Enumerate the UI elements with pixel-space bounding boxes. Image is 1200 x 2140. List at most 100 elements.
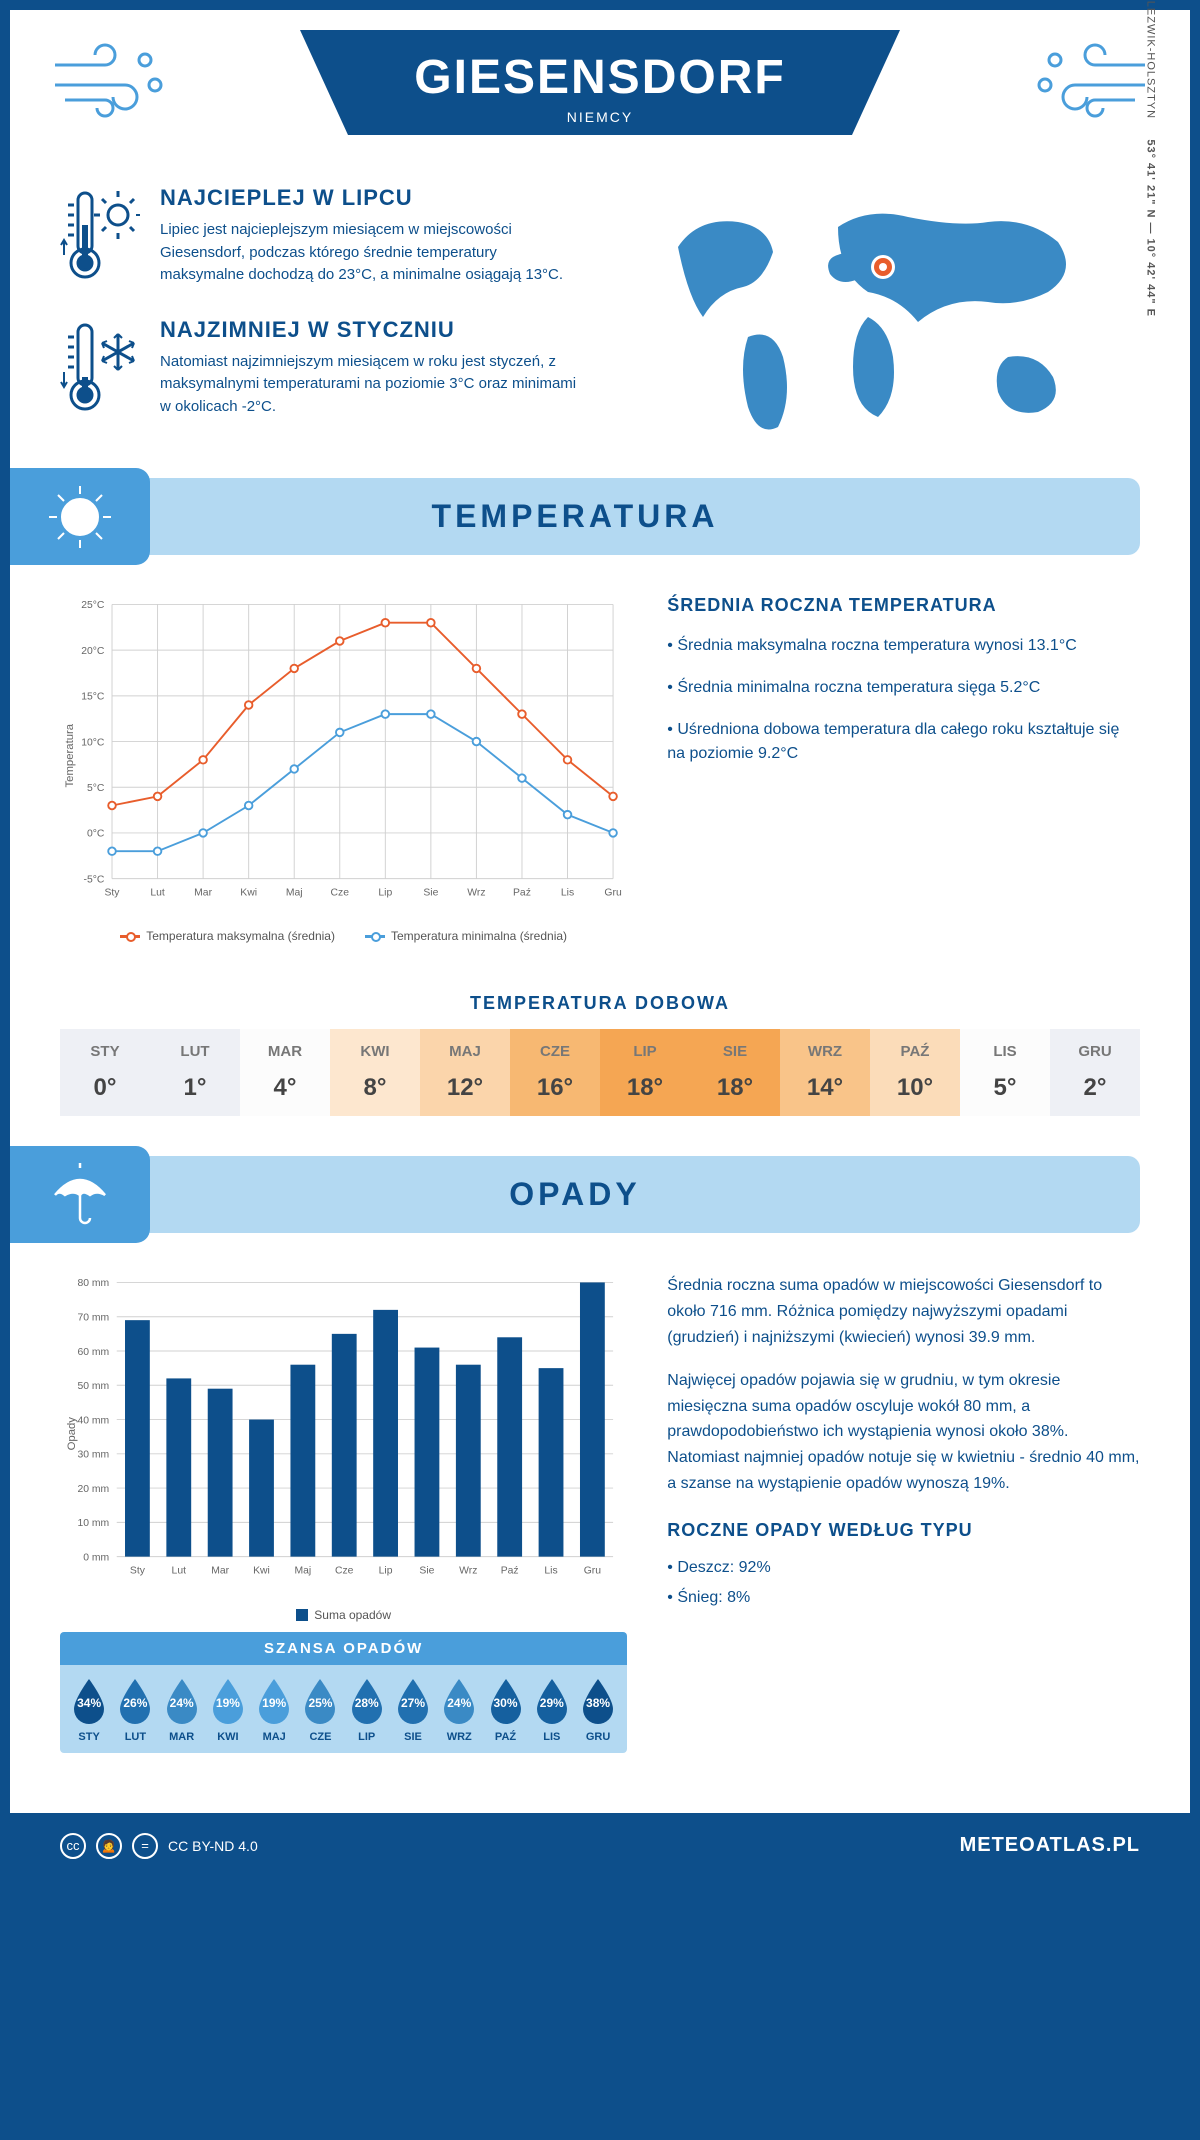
chance-value: 19% bbox=[262, 1696, 286, 1710]
by-icon: 🙍 bbox=[96, 1833, 122, 1859]
daily-value: 1° bbox=[150, 1074, 240, 1102]
chance-value: 27% bbox=[401, 1696, 425, 1710]
raindrop-icon: 29% bbox=[532, 1677, 572, 1725]
svg-text:Kwi: Kwi bbox=[240, 888, 257, 899]
svg-text:50 mm: 50 mm bbox=[77, 1381, 109, 1392]
chance-month: CZE bbox=[297, 1731, 343, 1743]
chance-value: 24% bbox=[447, 1696, 471, 1710]
daily-value: 18° bbox=[600, 1074, 690, 1102]
chance-cell: 28% LIP bbox=[344, 1677, 390, 1743]
daily-temp-cell: MAR4° bbox=[240, 1029, 330, 1116]
chance-month: LUT bbox=[112, 1731, 158, 1743]
svg-text:10 mm: 10 mm bbox=[77, 1519, 109, 1530]
chance-cell: 34% STY bbox=[66, 1677, 112, 1743]
chance-cell: 30% PAŹ bbox=[482, 1677, 528, 1743]
svg-text:Sie: Sie bbox=[419, 1566, 434, 1577]
daily-temp-cell: MAJ12° bbox=[420, 1029, 510, 1116]
chance-value: 26% bbox=[123, 1696, 147, 1710]
fact-hot: NAJCIEPLEJ W LIPCU Lipiec jest najcieple… bbox=[60, 185, 585, 287]
precipitation-legend: Suma opadów bbox=[60, 1608, 627, 1622]
stats-item: Średnia minimalna roczna temperatura się… bbox=[667, 676, 1140, 700]
fact-hot-text: Lipiec jest najcieplejszym miesiącem w m… bbox=[160, 219, 585, 287]
daily-temp-cell: CZE16° bbox=[510, 1029, 600, 1116]
region-label: SZLEZWIK-HOLSZTYN bbox=[1144, 0, 1156, 119]
svg-text:30 mm: 30 mm bbox=[77, 1450, 109, 1461]
title-banner: GIESENSDORF NIEMCY bbox=[300, 30, 900, 135]
daily-month: MAJ bbox=[420, 1043, 510, 1060]
cc-icon: cc bbox=[60, 1833, 86, 1859]
latitude: 53° 41' 21" N bbox=[1144, 139, 1156, 218]
header: GIESENSDORF NIEMCY bbox=[10, 10, 1190, 165]
chance-cell: 27% SIE bbox=[390, 1677, 436, 1743]
raindrop-icon: 38% bbox=[578, 1677, 618, 1725]
section-header-temperature: TEMPERATURA bbox=[10, 478, 1140, 555]
chance-month: GRU bbox=[575, 1731, 621, 1743]
svg-text:20 mm: 20 mm bbox=[77, 1484, 109, 1495]
chance-cell: 19% MAJ bbox=[251, 1677, 297, 1743]
daily-value: 10° bbox=[870, 1074, 960, 1102]
chance-value: 34% bbox=[77, 1696, 101, 1710]
fact-cold-title: NAJZIMNIEJ W STYCZNIU bbox=[160, 317, 585, 343]
daily-temp-cell: WRZ14° bbox=[780, 1029, 870, 1116]
stats-item: Średnia maksymalna roczna temperatura wy… bbox=[667, 634, 1140, 658]
svg-text:Lip: Lip bbox=[379, 1566, 393, 1577]
svg-text:0°C: 0°C bbox=[87, 829, 105, 840]
world-map-icon bbox=[638, 187, 1118, 447]
daily-month: LIP bbox=[600, 1043, 690, 1060]
longitude: 10° 42' 44" E bbox=[1144, 238, 1156, 316]
chance-cell: 38% GRU bbox=[575, 1677, 621, 1743]
daily-value: 18° bbox=[690, 1074, 780, 1102]
thermometer-snow-icon bbox=[60, 317, 140, 417]
svg-text:80 mm: 80 mm bbox=[77, 1279, 109, 1290]
daily-temp-cell: STY0° bbox=[60, 1029, 150, 1116]
precip-type-title: ROCZNE OPADY WEDŁUG TYPU bbox=[667, 1516, 1140, 1545]
precip-legend-label: Suma opadów bbox=[314, 1608, 391, 1622]
nd-icon: = bbox=[132, 1833, 158, 1859]
chance-title: SZANSA OPADÓW bbox=[60, 1632, 627, 1665]
chance-month: LIP bbox=[344, 1731, 390, 1743]
raindrop-icon: 24% bbox=[162, 1677, 202, 1725]
umbrella-icon bbox=[10, 1146, 150, 1243]
svg-text:Lis: Lis bbox=[561, 888, 574, 899]
daily-month: LIS bbox=[960, 1043, 1050, 1060]
svg-text:-5°C: -5°C bbox=[84, 874, 105, 885]
daily-temp-cell: GRU2° bbox=[1050, 1029, 1140, 1116]
svg-text:Gru: Gru bbox=[604, 888, 622, 899]
chance-month: MAR bbox=[159, 1731, 205, 1743]
svg-text:Sie: Sie bbox=[423, 888, 438, 899]
fact-cold: NAJZIMNIEJ W STYCZNIU Natomiast najzimni… bbox=[60, 317, 585, 419]
svg-text:0 mm: 0 mm bbox=[83, 1553, 109, 1564]
svg-text:Paź: Paź bbox=[501, 1566, 519, 1577]
daily-month: LUT bbox=[150, 1043, 240, 1060]
daily-value: 16° bbox=[510, 1074, 600, 1102]
chance-cell: 25% CZE bbox=[297, 1677, 343, 1743]
daily-value: 8° bbox=[330, 1074, 420, 1102]
coordinates: SZLEZWIK-HOLSZTYN 53° 41' 21" N — 10° 42… bbox=[1144, 0, 1156, 317]
wind-icon bbox=[50, 40, 170, 120]
fact-hot-title: NAJCIEPLEJ W LIPCU bbox=[160, 185, 585, 211]
section-title: OPADY bbox=[60, 1176, 1090, 1213]
location-title: GIESENSDORF bbox=[400, 50, 800, 105]
precip-paragraph: Średnia roczna suma opadów w miejscowośc… bbox=[667, 1273, 1140, 1350]
intro-row: NAJCIEPLEJ W LIPCU Lipiec jest najcieple… bbox=[10, 165, 1190, 478]
precip-type-item: Deszcz: 92% bbox=[667, 1555, 1140, 1581]
svg-text:60 mm: 60 mm bbox=[77, 1347, 109, 1358]
svg-text:25°C: 25°C bbox=[81, 600, 105, 611]
chance-cell: 26% LUT bbox=[112, 1677, 158, 1743]
chance-cell: 19% KWI bbox=[205, 1677, 251, 1743]
chance-value: 29% bbox=[540, 1696, 564, 1710]
chance-value: 38% bbox=[586, 1696, 610, 1710]
daily-temp-cell: KWI8° bbox=[330, 1029, 420, 1116]
daily-temp-title: TEMPERATURA DOBOWA bbox=[10, 993, 1190, 1014]
section-header-precipitation: OPADY bbox=[10, 1156, 1140, 1233]
license-text: CC BY-ND 4.0 bbox=[168, 1838, 258, 1854]
precipitation-bar-chart: 0 mm10 mm20 mm30 mm40 mm50 mm60 mm70 mm8… bbox=[60, 1273, 627, 1594]
wind-icon bbox=[1030, 40, 1150, 120]
daily-value: 4° bbox=[240, 1074, 330, 1102]
chance-cell: 24% MAR bbox=[159, 1677, 205, 1743]
svg-text:Wrz: Wrz bbox=[467, 888, 485, 899]
svg-text:Kwi: Kwi bbox=[253, 1566, 270, 1577]
raindrop-icon: 19% bbox=[208, 1677, 248, 1725]
daily-value: 14° bbox=[780, 1074, 870, 1102]
daily-month: PAŹ bbox=[870, 1043, 960, 1060]
